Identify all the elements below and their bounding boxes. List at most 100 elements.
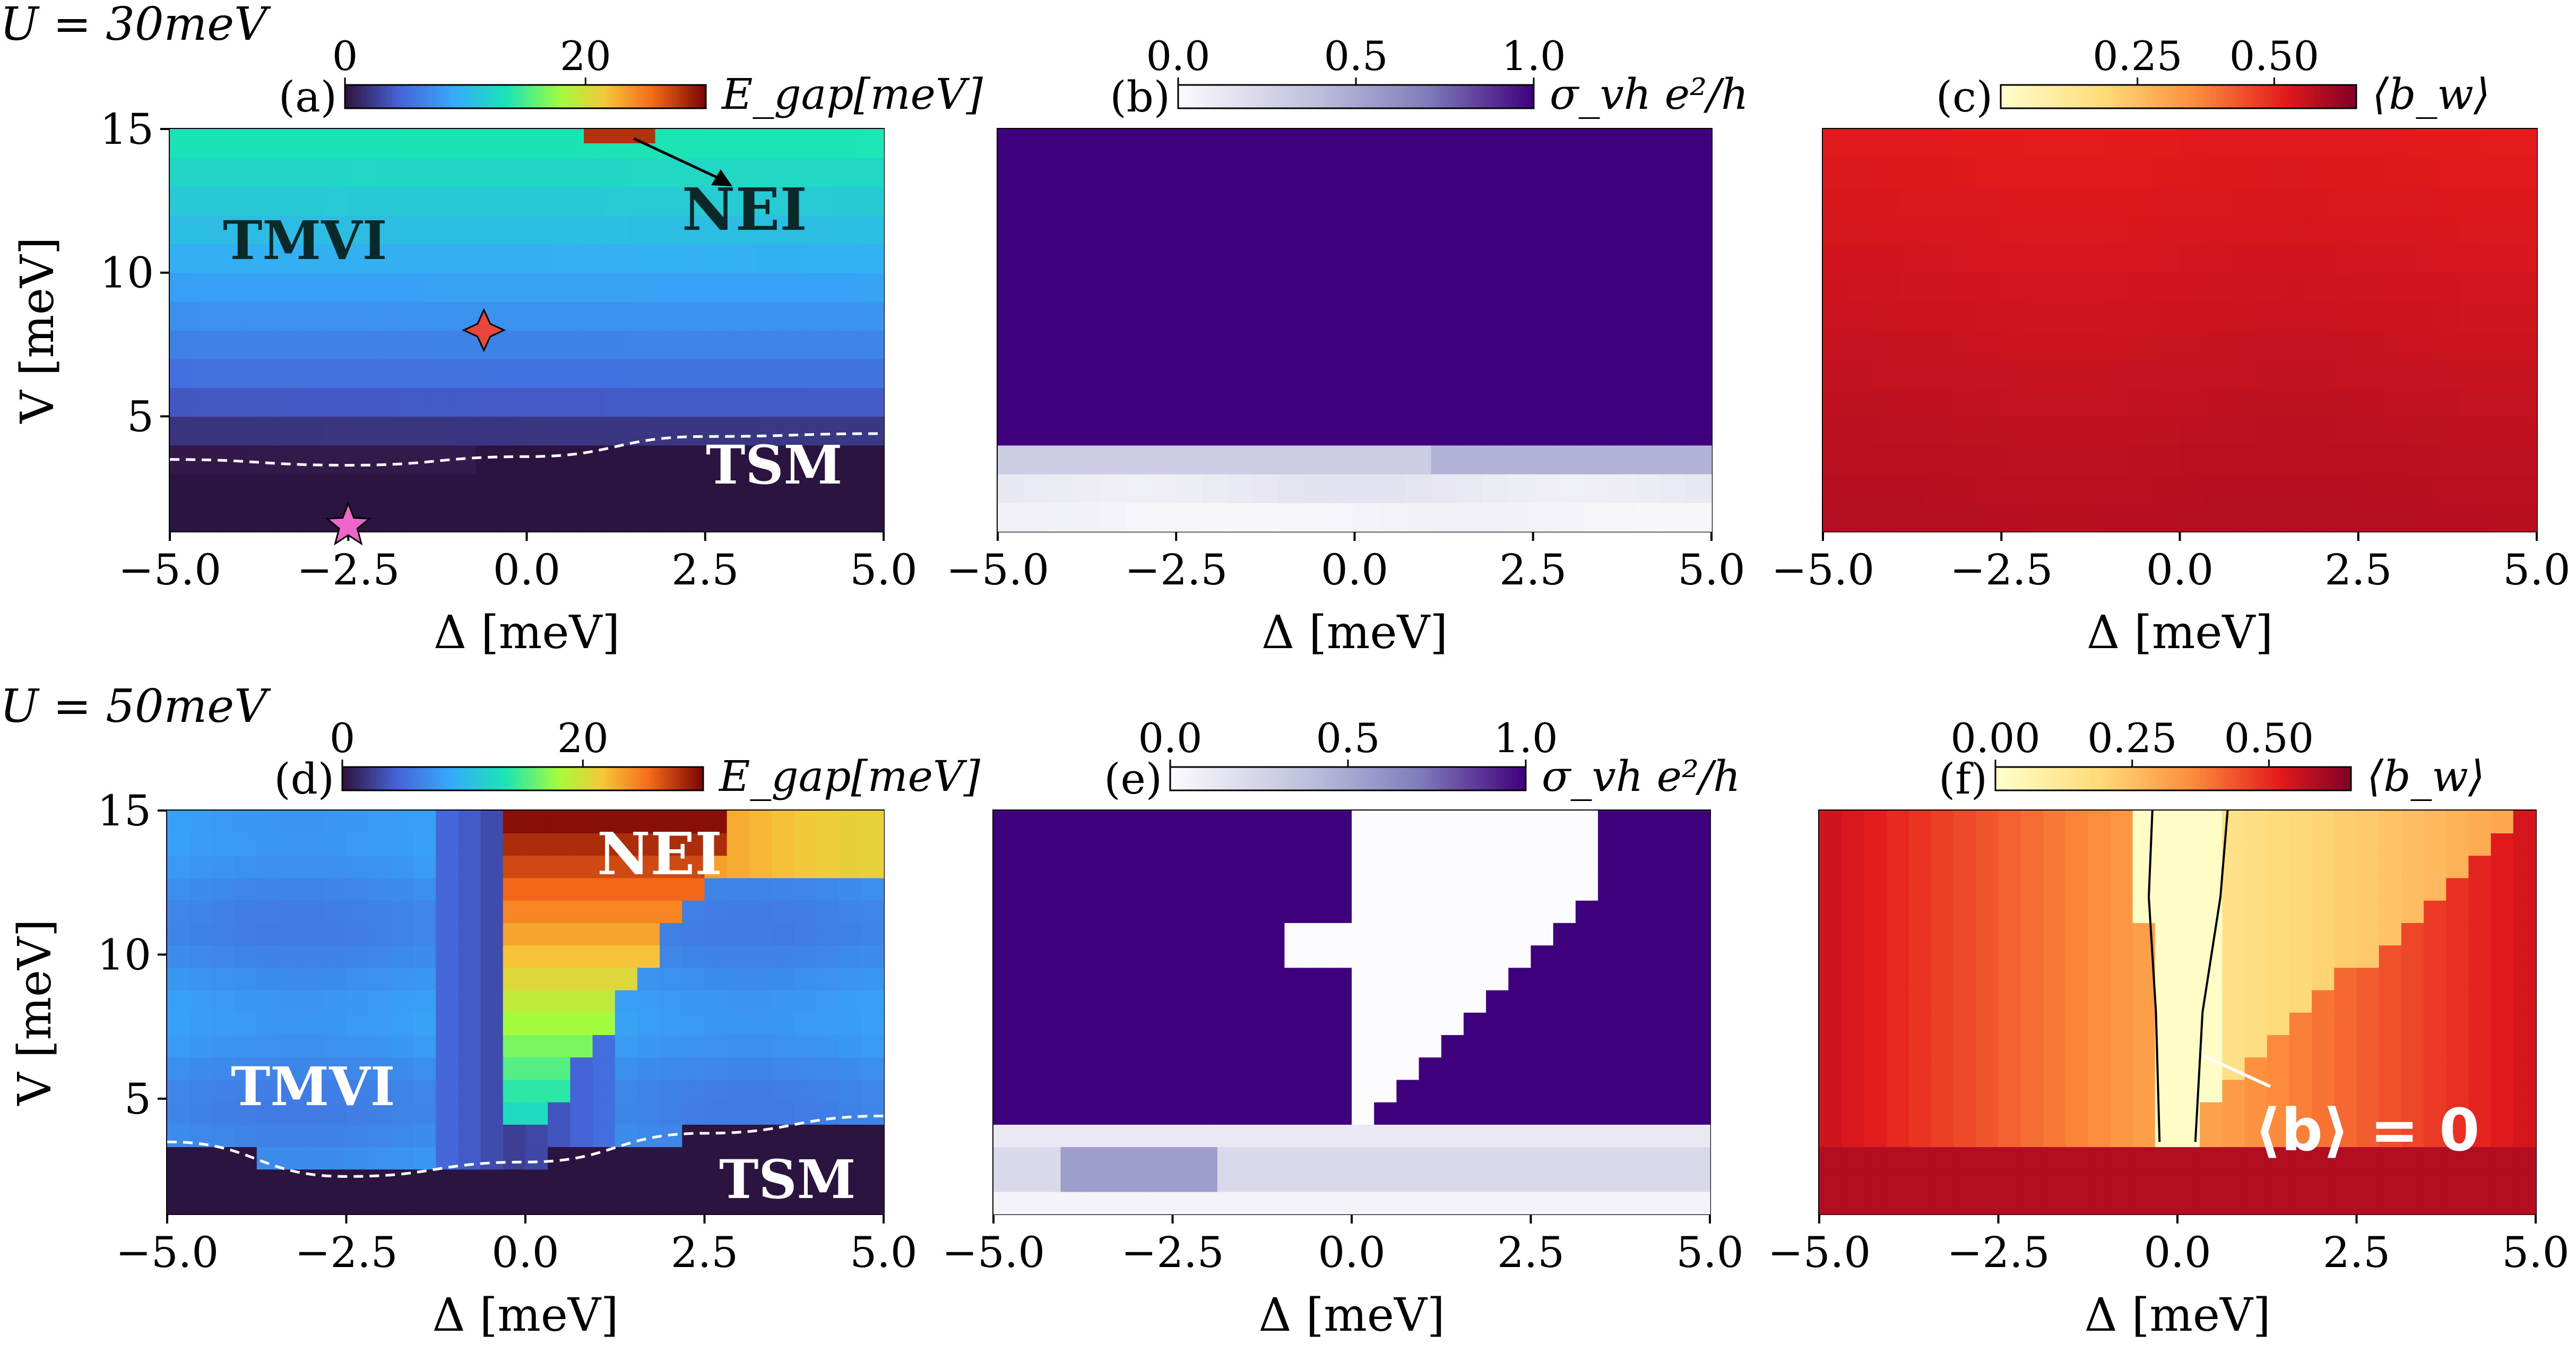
heatmap-cell [167, 923, 190, 946]
heatmap-cell [2200, 1191, 2223, 1214]
heatmap-cell [749, 833, 772, 856]
heatmap-cell [1060, 1057, 1084, 1080]
heatmap-cell [1125, 502, 1151, 532]
heatmap-cell [1665, 833, 1688, 856]
heatmap-cell [2289, 923, 2312, 946]
heatmap-cell [1553, 1079, 1576, 1102]
heatmap-cell [476, 387, 502, 417]
heatmap-cell [679, 359, 706, 388]
heatmap-cell [592, 945, 616, 968]
heatmap-cell [660, 1147, 683, 1170]
heatmap-cell [1278, 473, 1304, 503]
heatmap-cell [1016, 989, 1039, 1013]
heatmap-cell [212, 1012, 235, 1035]
heatmap-cell [2129, 301, 2155, 331]
heatmap-cell [436, 1101, 459, 1125]
heatmap-cell [637, 855, 660, 878]
heatmap-cell [2020, 900, 2044, 923]
heatmap-cell [2312, 1124, 2335, 1148]
heatmap-cell [1303, 359, 1330, 388]
heatmap-cell [1284, 1101, 1308, 1125]
heatmap-cell [1620, 1191, 1644, 1214]
heatmap-cell [548, 1101, 571, 1125]
heatmap-cell [577, 387, 604, 417]
heatmap-cell [1172, 1147, 1196, 1170]
heatmap-cell [2205, 359, 2232, 388]
heatmap-cell [839, 855, 862, 878]
heatmap-cell [1953, 1169, 1977, 1192]
heatmap-cell [807, 272, 833, 302]
heatmap-cell [526, 445, 553, 475]
heatmap-cell [1016, 1057, 1039, 1080]
heatmap-cell [1643, 900, 1666, 923]
heatmap-cell [2513, 855, 2536, 878]
heatmap-cell [2065, 1147, 2089, 1170]
heatmap-cell [1374, 1147, 1397, 1170]
heatmap-cell [1083, 1035, 1106, 1058]
heatmap-cell [1172, 923, 1196, 946]
heatmap-cell [1396, 1169, 1420, 1192]
heatmap-cell [1842, 877, 1865, 901]
heatmap-cell [772, 1057, 795, 1080]
heatmap-cell [1374, 1101, 1397, 1125]
heatmap-cell [2424, 900, 2447, 923]
heatmap-cell [1380, 158, 1406, 187]
heatmap-cell [679, 387, 706, 417]
heatmap-cell [603, 215, 629, 245]
heatmap-cell [1899, 387, 1925, 417]
heatmap-cell [1575, 1035, 1598, 1058]
heatmap-cell [1886, 1079, 1909, 1102]
heatmap-cell [1125, 244, 1151, 273]
heatmap-cell [246, 359, 272, 388]
heatmap-cell [998, 330, 1024, 359]
heatmap-cell [577, 244, 604, 273]
heatmap-cell [548, 967, 571, 990]
heatmap-cell [2129, 158, 2155, 187]
heatmap-cell [2281, 502, 2308, 532]
heatmap-cell [637, 1101, 660, 1125]
heatmap-cell [1128, 1169, 1151, 1192]
heatmap-cell [1558, 473, 1585, 503]
heatmap-cell [1419, 1147, 1442, 1170]
heatmap-cell [1507, 387, 1534, 417]
heatmap-cell [1380, 416, 1406, 446]
heatmap-cell [993, 1169, 1016, 1192]
heatmap-cell [1354, 158, 1381, 187]
heatmap-cell [1240, 1035, 1263, 1058]
heatmap-cell [660, 1169, 683, 1192]
heatmap-cell [1665, 967, 1688, 990]
heatmap-cell [212, 1079, 235, 1102]
heatmap-cell [2281, 301, 2308, 331]
heatmap-cell [189, 1191, 213, 1214]
heatmap-cell [256, 833, 280, 856]
heatmap-cell [458, 877, 481, 901]
heatmap-cell [399, 445, 426, 475]
heatmap-cell [324, 1012, 347, 1035]
heatmap-cell [391, 967, 414, 990]
heatmap-cell [1687, 855, 1710, 878]
heatmap-cell [476, 215, 502, 245]
heatmap-cell [189, 1012, 213, 1035]
heatmap-cell [2332, 215, 2359, 245]
heatmap-cell [2110, 1057, 2133, 1080]
heatmap-cell [2129, 215, 2155, 245]
heatmap-cell [2434, 301, 2461, 331]
heatmap-cell [167, 1079, 190, 1102]
heatmap-cell [2334, 877, 2357, 901]
heatmap-cell [1976, 359, 2002, 388]
heatmap-cell [2468, 877, 2492, 901]
heatmap-cell [2200, 1079, 2223, 1102]
heatmap-cell [425, 473, 451, 503]
heatmap-cell [2446, 900, 2469, 923]
heatmap-cell [2200, 877, 2223, 901]
heatmap-cell [1201, 330, 1228, 359]
heatmap-cell [1575, 900, 1598, 923]
heatmap-cell [1441, 1147, 1464, 1170]
heatmap-cell [858, 502, 884, 532]
heatmap-cell [1049, 330, 1075, 359]
heatmap-cell [772, 923, 795, 946]
heatmap-cell [189, 1057, 213, 1080]
heatmap-cell [682, 1012, 705, 1035]
heatmap-cell [1049, 445, 1075, 475]
heatmap-cell [577, 502, 604, 532]
